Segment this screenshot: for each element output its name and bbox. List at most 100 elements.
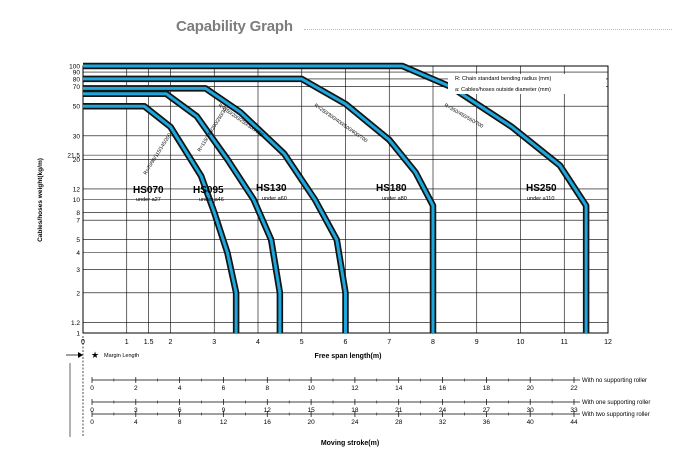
y-tick-label: 4 <box>76 250 80 257</box>
stroke-tick-label: 12 <box>351 385 359 392</box>
y-tick-label: 1 <box>76 331 80 338</box>
stroke-tick-label: 4 <box>178 385 182 392</box>
stroke-tick-label: 8 <box>178 419 182 426</box>
series-HS250-line <box>83 64 588 333</box>
series-label: HS095 <box>193 185 224 196</box>
x-tick-label: 10 <box>517 339 525 346</box>
y-tick-label: 8 <box>76 210 80 217</box>
x-tick-label: 5 <box>300 339 304 346</box>
x-tick-label: 11 <box>561 339 568 346</box>
series-radii-label: R=150/200/250/300/350 <box>217 103 265 139</box>
stroke-tick-label: 10 <box>307 385 315 392</box>
x-tick-label: 9 <box>475 339 479 346</box>
y-tick-label: 50 <box>73 104 81 111</box>
stroke-tick-label: 20 <box>527 385 535 392</box>
series-label: HS070 <box>133 185 164 196</box>
title-dotted-rule <box>304 29 672 30</box>
y-tick-label: 30 <box>73 133 81 140</box>
x-tick-label: 7 <box>387 339 391 346</box>
series-sub-label: under a60 <box>262 196 287 202</box>
y-tick-label: 12 <box>73 186 81 193</box>
x-tick-label: 0 <box>81 339 85 346</box>
y-tick-label: 10 <box>73 197 81 204</box>
stroke-tick-label: 9 <box>222 407 226 414</box>
stroke-tick-label: 24 <box>351 419 359 426</box>
stroke-tick-label: 8 <box>265 385 269 392</box>
stroke-tick-label: 20 <box>307 419 315 426</box>
x-tick-label: 6 <box>344 339 348 346</box>
y-tick-label: 21.5 <box>67 153 80 160</box>
series-label: HS250 <box>526 183 557 194</box>
x-tick-label: 3 <box>212 339 216 346</box>
stroke-tick-label: 30 <box>527 407 535 414</box>
legend-a-text: a: Cables/hoses outside diameter (mm) <box>455 87 551 93</box>
margin-star-icon: ★ <box>91 350 99 360</box>
x-axis-title: Free span length(m) <box>315 353 382 360</box>
stroke-row-label: With no supporting roller <box>582 378 647 384</box>
x-tick-label: 12 <box>604 339 612 346</box>
y-axis-title: Cables/hoses weight(kg/m) <box>37 158 44 242</box>
stroke-tick-label: 16 <box>264 419 272 426</box>
series-HS130-line <box>83 86 347 333</box>
series-sub-label: under a80 <box>382 196 407 202</box>
y-tick-label: 2 <box>76 290 80 297</box>
stroke-row-label: With two supporting roller <box>582 412 650 418</box>
stroke-tick-label: 12 <box>220 419 228 426</box>
series-sub-label: under a27 <box>136 197 161 203</box>
stroke-tick-label: 2 <box>134 385 138 392</box>
series-HS095-line <box>83 92 282 333</box>
x-tick-label: 4 <box>256 339 260 346</box>
stroke-tick-label: 21 <box>395 407 403 414</box>
series-sub-label: under a46 <box>199 197 224 203</box>
series-sub-label: under a110 <box>527 196 554 202</box>
series-label: HS180 <box>376 183 407 194</box>
legend-r-text: R: Chain standard bending radius (mm) <box>455 76 551 82</box>
moving-stroke-title: Moving stroke(m) <box>321 440 379 447</box>
margin-arrow-head <box>78 352 83 358</box>
stroke-tick-label: 3 <box>134 407 138 414</box>
stroke-row-label: With one supporting roller <box>582 400 650 406</box>
y-tick-label: 70 <box>73 84 81 91</box>
stroke-tick-label: 44 <box>570 419 578 426</box>
stroke-tick-label: 24 <box>439 407 447 414</box>
stroke-tick-label: 27 <box>483 407 491 414</box>
stroke-tick-label: 36 <box>483 419 491 426</box>
stroke-tick-label: 0 <box>90 407 94 414</box>
margin-label: Margin Length <box>104 353 139 359</box>
stroke-tick-label: 18 <box>351 407 359 414</box>
series-HS070-line <box>83 104 238 333</box>
stroke-tick-label: 22 <box>570 385 578 392</box>
stroke-tick-label: 0 <box>90 419 94 426</box>
stroke-tick-label: 16 <box>439 385 447 392</box>
stroke-tick-label: 12 <box>264 407 272 414</box>
stroke-tick-label: 4 <box>134 419 138 426</box>
series-radii-label: R=70/90/115/145/200 <box>143 132 174 176</box>
stroke-tick-label: 14 <box>395 385 403 392</box>
y-tick-label: 3 <box>76 267 80 274</box>
series-radii-label: R=250/300/400/500/600/700 <box>313 103 369 144</box>
stroke-tick-label: 40 <box>527 419 535 426</box>
series-label: HS130 <box>256 183 287 194</box>
stroke-tick-label: 6 <box>178 407 182 414</box>
x-tick-label: 1 <box>125 339 129 346</box>
y-tick-label: 1.2 <box>71 320 80 327</box>
series-HS180-line <box>83 77 435 333</box>
y-tick-label: 90 <box>73 70 81 77</box>
chart-title: Capability Graph <box>176 18 293 35</box>
stroke-tick-label: 32 <box>439 419 447 426</box>
axis-layer: 0 1 1.5 2 3 4 5 6 7 8 9 10 11 1211.223457810122021.53… <box>37 64 612 361</box>
y-tick-label: 7 <box>76 218 80 225</box>
grid-lines <box>83 66 608 333</box>
stroke-tick-label: 28 <box>395 419 403 426</box>
stroke-tick-label: 0 <box>90 385 94 392</box>
y-tick-label: 100 <box>69 64 80 71</box>
y-tick-label: 5 <box>76 237 80 244</box>
y-tick-label: 20 <box>73 157 81 164</box>
stroke-tick-label: 33 <box>570 407 578 414</box>
x-tick-label: 8 <box>431 339 435 346</box>
stroke-tick-label: 18 <box>483 385 491 392</box>
x-tick-label: 1.5 <box>144 339 154 346</box>
legend-background <box>448 74 606 94</box>
